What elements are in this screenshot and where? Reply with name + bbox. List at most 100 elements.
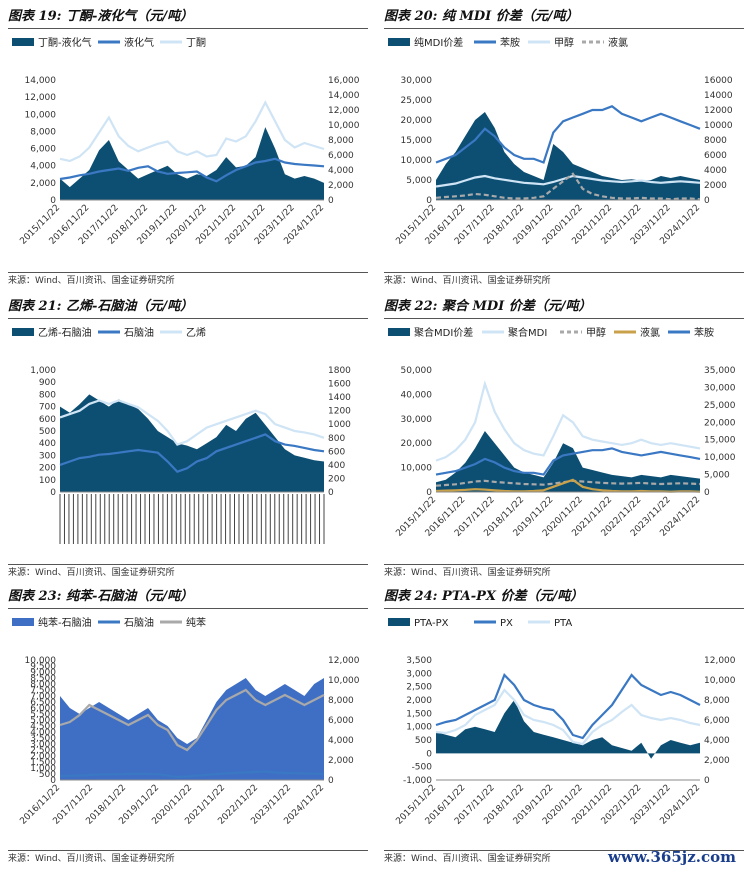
legend-label: PTA [554,618,572,629]
legend-label: 乙烯-石脑油 [38,326,92,339]
left-axis-tick-label: 500 [39,770,56,780]
left-axis-tick-label: 400 [39,439,56,449]
left-axis-tick-label: 300 [39,451,56,461]
left-axis-tick-label: 200 [39,464,56,474]
left-axis-tick-label: 15,000 [401,136,433,146]
series-line [435,105,701,164]
chart-title: 图表 23: 纯苯-石脑油（元/吨） [8,586,368,609]
legend-swatch [388,328,410,336]
legend-label: 纯苯-石脑油 [38,616,92,629]
left-axis-tick-label: 500 [39,427,56,437]
legend-label: 石脑油 [124,326,154,339]
left-axis-tick-label: 4,000 [30,162,56,172]
left-axis-tick-label: 20,000 [401,439,433,449]
left-axis-tick-label: 0 [50,776,56,786]
right-axis-tick-label: 12,000 [704,656,736,666]
chart-panel-3: 图表 21: 乙烯-石脑油（元/吨） 乙烯-石脑油 石脑油 乙烯 0 100 200 300… [8,296,368,580]
right-axis-tick-label: 15,000 [704,436,736,446]
left-axis-tick-label: 10,000 [25,656,57,666]
legend-label: PTA-PX [414,618,449,629]
left-axis-tick-label: 4,000 [30,728,56,738]
legend-label: 纯MDI价差 [414,36,463,49]
legend-label: PX [500,618,513,629]
right-axis-tick-label: 4000 [704,166,727,176]
left-axis-tick-label: 8,000 [30,680,56,690]
legend-label: 液氯 [608,36,628,49]
right-axis-tick-label: 8,000 [328,696,354,706]
left-axis-tick-label: 50,000 [401,366,433,376]
left-axis-tick-label: 0 [426,749,432,759]
legend-label: 液化气 [124,36,154,49]
left-axis-tick-label: 6,000 [30,145,56,155]
left-axis-tick-label: 5,500 [30,710,56,720]
chart-source: 来源：Wind、百川资讯、国金证券研究所 [384,850,744,867]
right-axis-tick-label: 6,000 [328,716,354,726]
right-axis-tick-label: 12,000 [328,106,360,116]
series-line [435,380,701,462]
right-axis-tick-label: 0 [328,488,334,498]
chart-title: 图表 24: PTA-PX 价差（元/吨） [384,586,744,609]
right-axis-tick-label: 600 [328,447,345,457]
legend-label: 乙烯 [186,326,206,339]
series-line [435,688,701,746]
series-line [59,433,325,473]
right-axis-tick-label: 10,000 [704,676,736,686]
legend-label: 甲醇 [586,326,606,339]
right-axis-tick-label: 6,000 [328,151,354,161]
left-axis-tick-label: 0 [426,196,432,206]
right-axis-tick-label: 8000 [704,136,727,146]
legend-label: 聚合MDI价差 [414,326,473,339]
right-axis-tick-label: 20,000 [704,418,736,428]
chart-title: 图表 19: 丁酮-液化气（元/吨） [8,6,368,29]
legend-label: 甲醇 [554,36,574,49]
chart-source: 来源：Wind、百川资讯、国金证券研究所 [8,272,368,289]
legend-label: 丁酮 [186,37,206,49]
left-axis-tick-label: 1,500 [30,758,56,768]
right-axis-tick-label: 12000 [704,106,733,116]
chart-plot: 聚合MDI价差 聚合MDI 甲醇 液氯 苯胺 0 10,000 20,000 30,000 40,… [388,326,736,539]
right-axis-tick-label: 6000 [704,151,727,161]
left-axis-tick-label: 6,000 [30,704,56,714]
right-axis-tick-label: 30,000 [704,383,736,393]
series-line [59,770,325,779]
series-area [60,127,324,200]
series-area [436,700,700,759]
left-axis-tick-label: 14,000 [25,76,57,86]
left-axis-tick-label: 25,000 [401,96,433,106]
right-axis-tick-label: 1200 [328,407,351,417]
left-axis-tick-label: 8,500 [30,674,56,684]
legend-label: 苯胺 [500,36,520,49]
right-axis-tick-label: 35,000 [704,366,736,376]
right-axis-tick-label: 1400 [328,393,351,403]
series-line [59,100,325,163]
left-axis-tick-label: 3,500 [30,734,56,744]
left-axis-tick-label: 700 [39,403,56,413]
right-axis-tick-label: 16000 [704,76,733,86]
left-axis-tick-label: 8,000 [30,127,56,137]
chart-panel-6: 图表 24: PTA-PX 价差（元/吨） PTA-PX PX PTA -1,000 -… [384,586,744,868]
right-axis-tick-label: 2000 [704,181,727,191]
right-axis-tick-label: 12,000 [328,656,360,666]
right-axis-tick-label: 10,000 [328,676,360,686]
right-axis-tick-label: 2,000 [704,756,730,766]
legend-swatch [12,38,34,46]
legend-swatch [388,38,410,46]
series-area [60,678,324,780]
legend-label: 聚合MDI [508,326,547,339]
chart-panel-1: 图表 19: 丁酮-液化气（元/吨） 丁酮-液化气 液化气 丁酮 0 2,000 4,00… [8,6,368,288]
series-line [435,447,701,476]
legend-swatch [12,618,34,626]
chart-title: 图表 20: 纯 MDI 价差（元/吨） [384,6,744,29]
left-axis-tick-label: 600 [39,415,56,425]
left-axis-tick-label: 1,000 [406,723,432,733]
left-axis-tick-label: -500 [412,763,433,773]
right-axis-tick-label: 800 [328,434,345,444]
left-axis-tick-label: 30,000 [401,76,433,86]
right-axis-tick-label: 10,000 [704,453,736,463]
right-axis-tick-label: 0 [328,196,334,206]
left-axis-tick-label: 9,500 [30,662,56,672]
right-axis-tick-label: 16,000 [328,76,360,86]
chart-source: 来源：Wind、百川资讯、国金证券研究所 [384,272,744,289]
left-axis-tick-label: 7,500 [30,686,56,696]
left-axis-tick-label: 1,000 [30,764,56,774]
